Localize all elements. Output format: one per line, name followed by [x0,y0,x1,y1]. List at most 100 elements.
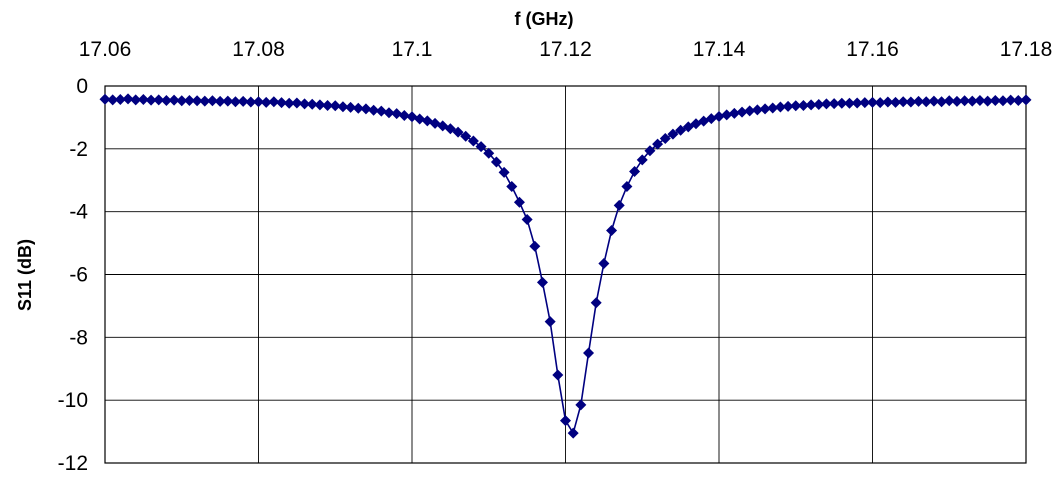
data-point-marker [137,94,149,106]
data-point-marker [928,95,940,107]
data-point-marker [544,316,556,328]
data-point-marker [529,240,541,252]
data-point-marker [874,97,886,109]
data-point-marker [882,96,894,108]
data-point-marker [560,415,571,427]
data-point-marker [130,94,142,106]
data-point-marker [890,96,902,108]
data-point-marker [636,154,648,166]
data-point-marker [629,165,641,177]
data-point-marker [268,96,280,108]
data-point-marker [759,103,771,115]
data-point-marker [675,124,687,136]
data-point-marker [490,156,502,168]
data-point-marker [276,97,288,109]
data-point-marker [483,147,495,159]
data-point-marker [145,94,157,106]
y-axis-title: S11 (dB) [15,239,35,311]
data-point-marker [851,97,863,109]
data-point-marker [245,96,257,108]
data-point-marker [222,95,234,107]
data-point-marker [959,95,971,107]
data-point-marker [590,297,602,309]
data-point-marker [229,96,241,108]
data-point-marker [989,94,1001,106]
x-axis-title: f (GHz) [515,9,574,29]
data-point-marker [168,94,180,106]
data-point-marker [352,102,364,114]
data-point-marker [744,105,756,117]
data-point-marker [475,141,487,153]
data-point-marker [306,98,318,110]
x-tick-label: 17.1 [392,38,433,61]
data-point-marker [943,95,955,107]
data-point-marker [360,103,372,115]
data-point-marker [644,145,656,157]
data-point-marker [183,94,195,106]
data-point-marker [199,95,211,107]
x-tick-labels: 17.06 17.08 17.1 17.12 17.14 17.16 17.18 [79,38,1053,61]
data-point-marker [982,95,994,107]
data-point-marker [713,110,725,122]
data-point-marker [176,95,188,107]
data-point-marker [498,166,510,178]
data-point-marker [114,94,126,106]
x-tick-label: 17.06 [79,38,132,61]
data-point-marker [966,95,978,107]
x-tick-label: 17.18 [1000,38,1053,61]
data-point-marker [621,181,633,193]
data-point-marker [1020,94,1032,106]
data-point-marker [997,95,1009,107]
data-point-marker [291,97,303,109]
data-point-marker [122,93,134,105]
x-tick-label: 17.12 [539,38,592,61]
data-point-marker [782,100,794,112]
data-point-marker [575,399,587,411]
data-point-marker [820,98,832,110]
data-point-marker [567,427,579,439]
data-point-marker [805,99,817,111]
data-point-marker [936,96,948,108]
data-point-marker [345,101,357,113]
data-point-marker [368,104,380,116]
y-tick-label: 0 [76,75,88,98]
data-point-marker [513,196,525,208]
data-point-marker [283,97,295,109]
data-point-marker [260,96,272,108]
data-point-marker [214,95,226,107]
data-point-marker [913,95,925,107]
x-tick-label: 17.16 [846,38,899,61]
data-point-marker [1005,94,1017,106]
data-point-marker [974,94,986,106]
data-point-marker [253,96,264,108]
y-tick-label: -10 [58,389,88,412]
data-point-marker [613,199,625,211]
data-point-marker [329,100,341,112]
data-point-marker [751,104,763,116]
data-point-marker [299,98,311,110]
data-point-marker [322,99,334,111]
data-point-marker [606,225,618,237]
data-point-marker [813,99,825,111]
data-point-marker [951,95,963,107]
data-point-marker [99,93,111,105]
data-point-marker [598,258,610,270]
series-markers [99,93,1032,439]
y-tick-label: -8 [69,326,88,349]
data-point-marker [452,126,464,138]
x-tick-label: 17.14 [693,38,746,61]
data-point-marker [774,101,786,113]
y-tick-label: -4 [69,201,88,224]
data-point-marker [836,97,848,109]
data-point-marker [728,107,740,119]
data-point-marker [521,214,533,226]
data-point-marker [1012,94,1024,106]
data-point-marker [237,95,249,107]
data-point-marker [897,96,909,108]
data-point-marker [107,94,119,106]
data-point-marker [767,102,779,114]
data-point-marker [920,96,932,108]
data-point-marker [790,100,802,112]
data-point-marker [398,110,410,122]
